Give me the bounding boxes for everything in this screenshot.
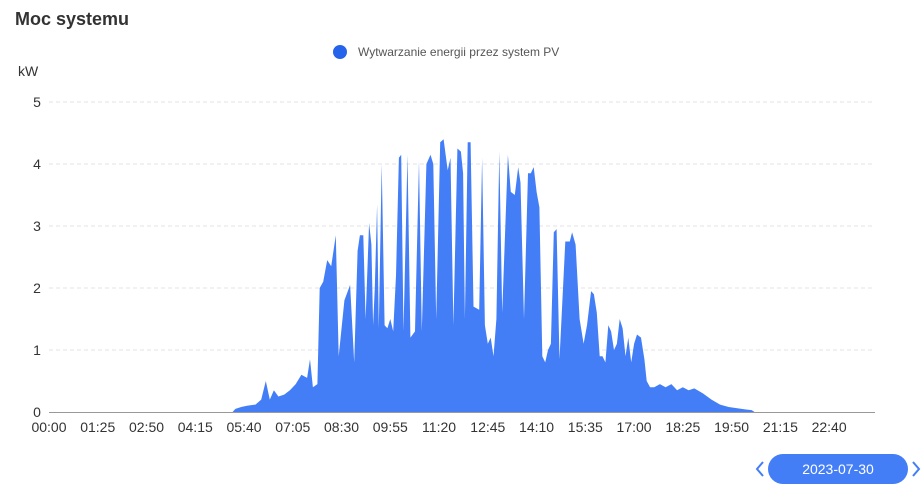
page-title: Moc systemu [15,9,130,29]
x-tick-label: 02:50 [129,419,164,435]
chevron-right-icon[interactable] [908,454,923,484]
y-tick-label: 5 [33,94,41,110]
x-tick-label: 00:00 [31,419,66,435]
date-navigator: 2023-07-30 [752,454,923,484]
y-axis-ticks: 0 1 2 3 4 5 [33,94,41,420]
y-tick-label: 0 [33,404,41,420]
x-tick-label: 14:10 [519,419,554,435]
x-tick-label: 12:45 [470,419,505,435]
x-tick-label: 09:55 [373,419,408,435]
x-tick-label: 04:15 [178,419,213,435]
x-tick-label: 01:25 [80,419,115,435]
x-tick-label: 22:40 [812,419,847,435]
legend-dot-icon [333,45,347,59]
x-tick-label: 11:20 [422,419,456,435]
x-tick-label: 18:25 [665,419,700,435]
x-tick-label: 19:50 [714,419,749,435]
power-chart: kW 0 1 2 3 4 5 00:00 01:25 02:50 04:15 05:40 07:05… [18,63,875,435]
x-axis-ticks: 00:00 01:25 02:50 04:15 05:40 07:05 08:30 09:55… [31,419,846,435]
x-tick-label: 07:05 [275,419,310,435]
chart-legend[interactable]: Wytwarzanie energii przez system PV [333,45,559,59]
x-tick-label: 08:30 [324,419,359,435]
y-tick-label: 4 [33,156,41,172]
x-tick-label: 15:35 [568,419,603,435]
chevron-left-icon[interactable] [752,454,768,484]
y-tick-label: 2 [33,280,41,296]
x-tick-label: 05:40 [227,419,262,435]
legend-label: Wytwarzanie energii przez system PV [358,45,560,59]
y-tick-label: 1 [33,342,41,358]
pv-generation-area [232,139,755,412]
y-axis-unit-label: kW [18,63,39,79]
x-tick-label: 17:00 [617,419,652,435]
date-picker-button[interactable]: 2023-07-30 [768,454,908,484]
x-tick-label: 21:15 [763,419,798,435]
y-tick-label: 3 [33,218,41,234]
